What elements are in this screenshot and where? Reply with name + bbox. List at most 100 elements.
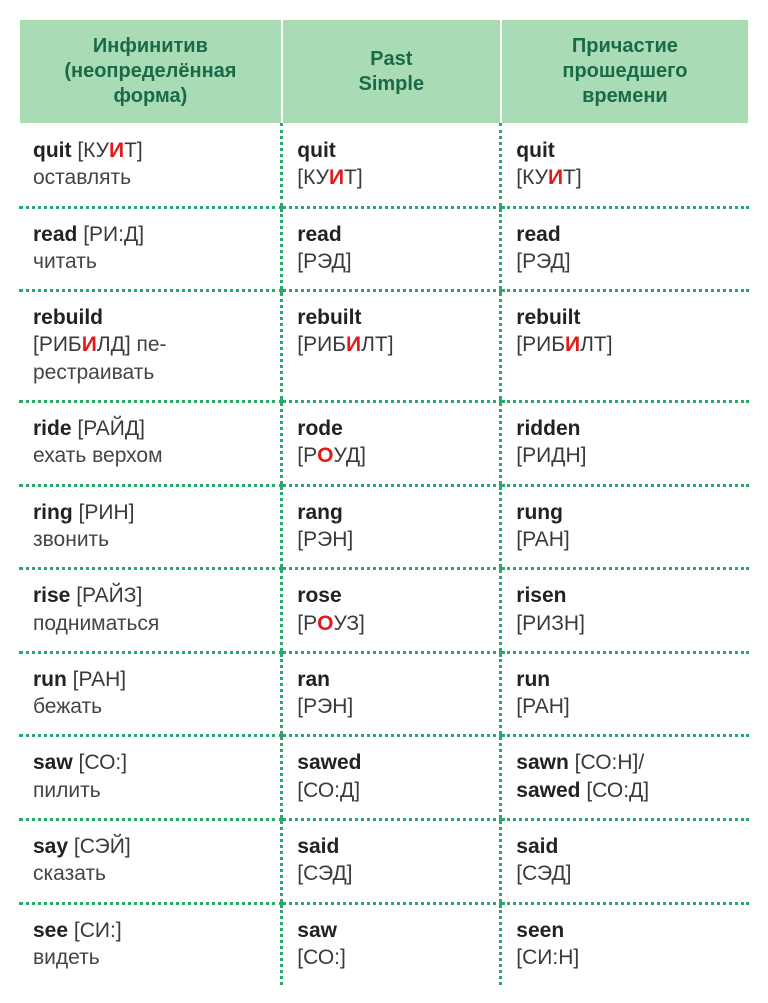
cell-infinitive: see [СИ:]видеть bbox=[19, 903, 282, 985]
transcription: [СО:Д] bbox=[586, 779, 649, 802]
past-participle-word: rung bbox=[516, 501, 563, 524]
past-simple-word: sawed bbox=[297, 751, 361, 774]
infinitive-meaning: видеть bbox=[33, 944, 266, 971]
transcription: [СИ:Н] bbox=[516, 946, 579, 969]
infinitive-word: saw bbox=[33, 751, 73, 774]
infinitive-meaning: подниматься bbox=[33, 610, 266, 637]
past-simple-word: saw bbox=[297, 919, 337, 942]
cell-past-simple: quit [КУИТ] bbox=[282, 124, 501, 207]
past-participle-word: ridden bbox=[516, 417, 580, 440]
cell-infinitive: ride [РАЙД]ехать верхом bbox=[19, 402, 282, 486]
header-infinitive-line1: Инфинитив(неопределённая форма) bbox=[64, 35, 236, 107]
transcription: [СО:Д] bbox=[297, 779, 360, 802]
table-row: run [РАН] бежать ran[РЭН]run [РАН] bbox=[19, 652, 749, 736]
cell-infinitive: rebuild [РИБИЛД] пе-рестраивать bbox=[19, 291, 282, 402]
transcription: [СЭД] bbox=[297, 862, 352, 885]
transcription-em: О bbox=[317, 444, 333, 467]
table-row: rise [РАЙЗ] подниматься rose [РОУЗ] risen[РИ… bbox=[19, 569, 749, 653]
transcription: [РАЙД] bbox=[77, 417, 145, 440]
past-simple-word: said bbox=[297, 835, 339, 858]
infinitive-word: run bbox=[33, 668, 67, 691]
transcription: Т] bbox=[344, 166, 363, 189]
infinitive-meaning: читать bbox=[33, 248, 266, 275]
infinitive-word: rebuild bbox=[33, 306, 103, 329]
verb-forms-table: Инфинитив(неопределённая форма) PastSimp… bbox=[18, 18, 750, 985]
table-row: rebuild[РИБИЛД] пе-рестраиватьrebuilt[РИ… bbox=[19, 291, 749, 402]
transcription: [РЭД] bbox=[297, 250, 351, 273]
past-simple-word: rode bbox=[297, 417, 343, 440]
infinitive-word: see bbox=[33, 919, 68, 942]
table-row: see [СИ:]видеть saw [СО:] seen[СИ:Н] bbox=[19, 903, 749, 985]
transcription-em: И bbox=[565, 333, 580, 356]
cell-past-participle: seen[СИ:Н] bbox=[501, 903, 749, 985]
transcription: [РИБ bbox=[33, 333, 82, 356]
transcription: [СИ:] bbox=[74, 919, 122, 942]
past-participle-word: read bbox=[516, 223, 560, 246]
cell-past-simple: rose [РОУЗ] bbox=[282, 569, 501, 653]
table-row: ride [РАЙД]ехать верхомrode[РОУД]ridden[… bbox=[19, 402, 749, 486]
transcription-em: О bbox=[317, 612, 333, 635]
transcription: [Р bbox=[297, 612, 317, 635]
past-participle-word: run bbox=[516, 668, 550, 691]
infinitive-meaning: пе- bbox=[137, 333, 167, 356]
transcription: [РАН] bbox=[516, 528, 569, 551]
infinitive-word: read bbox=[33, 223, 77, 246]
table-row: quit [КУИТ]оставлятьquit[КУИТ]quit[КУИТ] bbox=[19, 124, 749, 207]
infinitive-meaning: пилить bbox=[33, 777, 266, 804]
cell-infinitive: saw [СО:] пилить bbox=[19, 736, 282, 820]
past-participle-word: sawn bbox=[516, 751, 569, 774]
past-participle-word-alt: sawed bbox=[516, 779, 580, 802]
cell-past-participle: rung [РАН] bbox=[501, 485, 749, 569]
transcription: [РИ:Д] bbox=[83, 223, 144, 246]
cell-past-participle: said[СЭД] bbox=[501, 820, 749, 904]
past-simple-word: rose bbox=[297, 584, 341, 607]
transcription: ЛТ] bbox=[361, 333, 393, 356]
infinitive-word: say bbox=[33, 835, 68, 858]
transcription: [КУ bbox=[77, 139, 109, 162]
infinitive-meaning: сказать bbox=[33, 860, 266, 887]
transcription: [РИБ bbox=[516, 333, 565, 356]
infinitive-meaning: ехать верхом bbox=[33, 442, 266, 469]
cell-past-participle: run [РАН] bbox=[501, 652, 749, 736]
past-simple-word: quit bbox=[297, 139, 335, 162]
cell-past-participle: sawn [СО:Н]/sawed [СО:Д] bbox=[501, 736, 749, 820]
transcription: [КУ bbox=[297, 166, 329, 189]
transcription: [СО:] bbox=[79, 751, 128, 774]
infinitive-meaning: бежать bbox=[33, 693, 266, 720]
transcription: [РЭН] bbox=[297, 528, 353, 551]
cell-past-simple: saw [СО:] bbox=[282, 903, 501, 985]
past-simple-word: rang bbox=[297, 501, 343, 524]
transcription: ЛД] bbox=[97, 333, 131, 356]
transcription: [СО:] bbox=[297, 946, 346, 969]
cell-past-simple: ran[РЭН] bbox=[282, 652, 501, 736]
transcription: УЗ] bbox=[333, 612, 364, 635]
infinitive-word: quit bbox=[33, 139, 71, 162]
transcription: УД] bbox=[333, 444, 365, 467]
cell-past-simple: said [СЭД] bbox=[282, 820, 501, 904]
past-simple-word: ran bbox=[297, 668, 330, 691]
past-simple-word: read bbox=[297, 223, 341, 246]
transcription: [РИЗН] bbox=[516, 612, 585, 635]
cell-past-participle: ridden[РИДН] bbox=[501, 402, 749, 486]
cell-infinitive: read [РИ:Д]читать bbox=[19, 207, 282, 291]
transcription: [КУ bbox=[516, 166, 548, 189]
transcription: [РИБ bbox=[297, 333, 346, 356]
transcription-em: И bbox=[329, 166, 344, 189]
header-past-participle-text: Причастиепрошедшеговремени bbox=[562, 35, 687, 107]
infinitive-meaning: оставлять bbox=[33, 164, 266, 191]
transcription-em: И bbox=[82, 333, 97, 356]
infinitive-meaning: рестраивать bbox=[33, 359, 266, 386]
cell-past-participle: read [РЭД] bbox=[501, 207, 749, 291]
infinitive-word: rise bbox=[33, 584, 70, 607]
transcription: [РАЙЗ] bbox=[76, 584, 142, 607]
transcription: Т] bbox=[563, 166, 582, 189]
table-row: read [РИ:Д]читатьread[РЭД]read[РЭД] bbox=[19, 207, 749, 291]
header-past-simple-text: PastSimple bbox=[359, 48, 425, 95]
infinitive-word: ride bbox=[33, 417, 72, 440]
transcription: [РЭД] bbox=[516, 250, 570, 273]
transcription: [РАН] bbox=[516, 695, 569, 718]
table-row: say [СЭЙ]сказатьsaid[СЭД]said[СЭД] bbox=[19, 820, 749, 904]
transcription: [Р bbox=[297, 444, 317, 467]
transcription: [СЭД] bbox=[516, 862, 571, 885]
cell-past-participle: risen[РИЗН] bbox=[501, 569, 749, 653]
